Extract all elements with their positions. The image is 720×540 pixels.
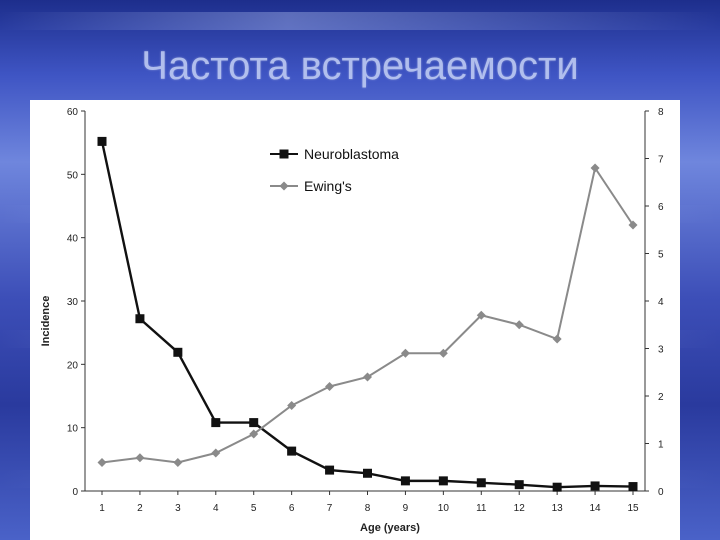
- data-point-neuroblastoma: [514, 480, 524, 490]
- y-tick-label-left: 40: [67, 234, 79, 245]
- data-point-neuroblastoma: [97, 136, 107, 146]
- x-tick-label: 6: [289, 503, 295, 514]
- slide-title: Частота встречаемости: [141, 44, 579, 88]
- x-tick-label: 9: [403, 503, 409, 514]
- data-point-neuroblastoma: [628, 482, 638, 492]
- y-tick-label-right: 3: [658, 345, 664, 356]
- y-tick-label-right: 2: [658, 392, 664, 403]
- x-tick-label: 13: [552, 503, 564, 514]
- data-point-neuroblastoma: [135, 314, 145, 324]
- data-point-neuroblastoma: [590, 481, 600, 491]
- data-point-ewings: [325, 382, 335, 391]
- y-tick-label-left: 20: [67, 360, 79, 371]
- y-tick-label-left: 50: [67, 170, 79, 181]
- data-point-neuroblastoma: [552, 482, 562, 492]
- chart-panel: 0 10 20 30 40 50 60 0 1 2 3 4 5 6 7 8 1 2 3 4 5 6 7 8 9 10 11 12 13 1…: [30, 100, 680, 540]
- data-point-ewings: [628, 220, 638, 230]
- y-tick-label-right: 7: [658, 155, 664, 166]
- series-line-neuroblastoma: [100, 141, 634, 489]
- x-tick-label: 1: [99, 503, 105, 514]
- data-point-ewings: [97, 458, 107, 467]
- data-point-neuroblastoma: [400, 476, 410, 486]
- y-axis-title: Incidence: [40, 296, 52, 347]
- y-tick-label-left: 0: [72, 487, 78, 498]
- data-point-neuroblastoma: [211, 418, 221, 428]
- y-tick-label-right: 8: [658, 107, 664, 118]
- data-point-ewings: [590, 163, 600, 173]
- data-point-neuroblastoma: [173, 347, 183, 357]
- y-tick-label-right: 4: [658, 297, 664, 308]
- legend-marker: [279, 149, 289, 159]
- x-tick-label: 3: [175, 503, 181, 514]
- x-tick-label: 14: [590, 503, 602, 514]
- x-axis-title: Age (years): [360, 522, 420, 534]
- data-point-neuroblastoma: [438, 476, 448, 486]
- x-tick-label: 12: [514, 503, 526, 514]
- data-point-neuroblastoma: [287, 446, 297, 456]
- y-tick-label-left: 60: [67, 107, 79, 118]
- data-point-ewings: [514, 320, 524, 330]
- x-tick-label: 10: [438, 503, 450, 514]
- data-point-ewings: [173, 458, 183, 467]
- y-tick-label-right: 0: [658, 487, 664, 498]
- y-tick-label-left: 30: [67, 297, 79, 308]
- x-tick-label: 15: [627, 503, 639, 514]
- data-point-neuroblastoma: [249, 418, 259, 428]
- data-point-ewings: [211, 448, 221, 458]
- x-tick-label: 8: [365, 503, 371, 514]
- x-tick-label: 5: [251, 503, 257, 514]
- data-point-neuroblastoma: [476, 478, 486, 488]
- y-tick-label-right: 1: [658, 440, 664, 451]
- data-point-neuroblastoma: [325, 465, 335, 475]
- data-point-ewings: [438, 348, 448, 358]
- x-tick-label: 4: [213, 503, 219, 514]
- data-point-neuroblastoma: [363, 468, 372, 478]
- data-point-ewings: [249, 429, 259, 439]
- data-point-ewings: [363, 372, 372, 382]
- data-point-ewings: [552, 334, 562, 344]
- data-point-ewings: [287, 401, 297, 410]
- data-point-ewings: [400, 348, 410, 358]
- x-tick-label: 2: [137, 503, 143, 514]
- legend-label: Ewing's: [304, 178, 352, 194]
- data-point-ewings: [476, 310, 486, 320]
- legend-label: Neuroblastoma: [304, 146, 399, 162]
- y-tick-label-left: 10: [67, 424, 79, 435]
- y-tick-label-right: 5: [658, 250, 664, 261]
- y-tick-label-right: 6: [658, 202, 664, 213]
- x-tick-label: 7: [327, 503, 333, 514]
- legend-marker: [279, 181, 289, 191]
- data-point-ewings: [135, 453, 145, 463]
- series-line-ewings: [101, 165, 634, 464]
- background-streak: [0, 12, 720, 30]
- x-tick-label: 11: [476, 503, 487, 514]
